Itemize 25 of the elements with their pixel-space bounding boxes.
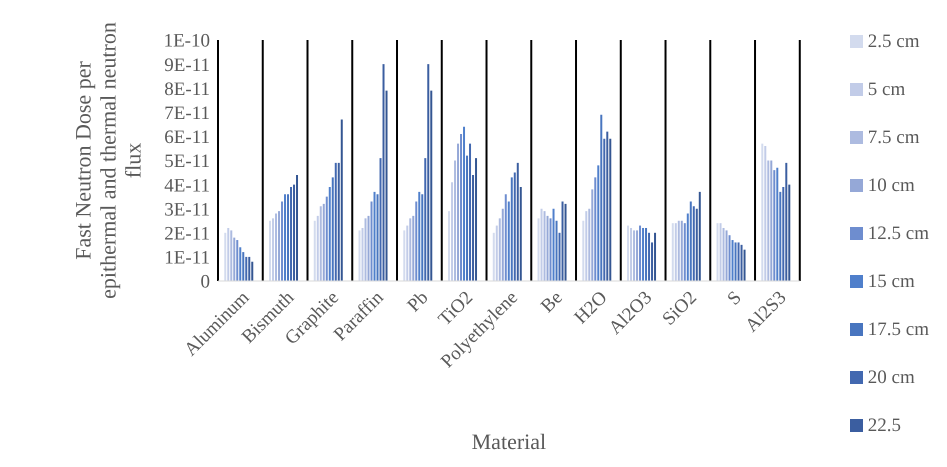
x-tick-label: Be [536, 287, 567, 317]
legend-label: 22.5 [868, 414, 902, 436]
y-tick-label: 5E-11 [164, 151, 210, 172]
legend-label: 7.5 cm [868, 126, 920, 148]
y-tick-label: 0 [200, 272, 210, 293]
y-tick-label: 7E-11 [164, 103, 210, 124]
x-axis-title: Material [472, 429, 546, 454]
legend-label: 12.5 cm [868, 222, 929, 244]
y-axis-title: Fast Neutron Dose per epithermal and thermal neutron flux [70, 22, 146, 299]
y-tick-label: 6E-11 [164, 127, 210, 148]
legend-label: 20 cm [868, 366, 915, 388]
legend-label: 5 cm [868, 78, 906, 100]
y-tick-label: 3E-11 [164, 199, 210, 220]
y-tick-label: 1E-10 [164, 30, 210, 52]
legend-label: 17.5 cm [868, 318, 929, 340]
x-tick-label: S [723, 287, 746, 310]
legend-label: 15 cm [868, 270, 915, 292]
y-tick-label: 1E-11 [164, 248, 210, 269]
y-tick-label: 4E-11 [164, 175, 210, 196]
x-tick-label: Pb [403, 287, 432, 316]
y-tick-label: 8E-11 [164, 78, 210, 100]
legend-label: 10 cm [868, 174, 915, 196]
y-tick-label: 2E-11 [164, 224, 210, 245]
y-tick-label: 9E-11 [164, 54, 210, 76]
legend-label: 2.5 cm [868, 30, 920, 52]
